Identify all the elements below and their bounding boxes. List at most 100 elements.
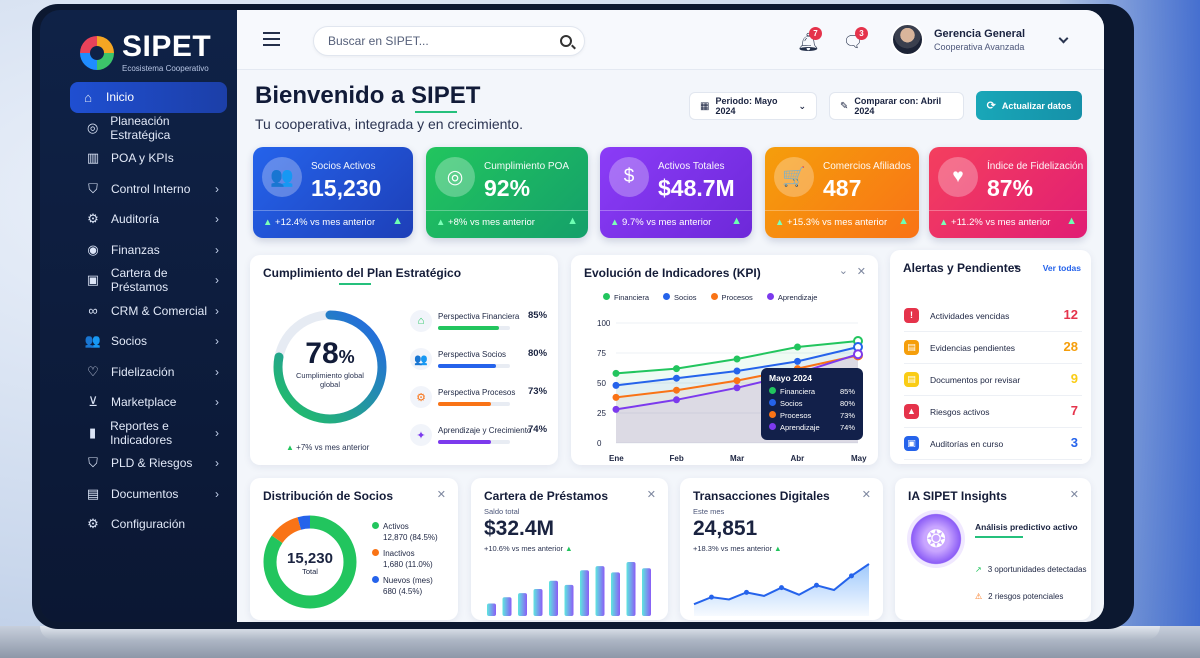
- close-icon[interactable]: ✕: [1069, 489, 1079, 501]
- cartera-bar[interactable]: [533, 589, 543, 616]
- data-point[interactable]: [733, 377, 741, 385]
- cartera-bar[interactable]: [564, 584, 574, 616]
- alert-row[interactable]: ▤ Documentos por revisar 9: [904, 366, 1082, 396]
- donut-segment-2[interactable]: [263, 515, 357, 609]
- sidebar-item-finanzas[interactable]: ◉ Finanzas ›: [75, 235, 227, 266]
- user-name[interactable]: Gerencia General: [934, 28, 1026, 40]
- kpi-card-1[interactable]: ◎ Cumplimiento POA 92% ▲ +8% vs mes anterio…: [426, 147, 588, 238]
- data-point[interactable]: [673, 374, 680, 382]
- cartera-bar[interactable]: [642, 568, 651, 616]
- close-icon[interactable]: ✕: [436, 489, 446, 501]
- search-input[interactable]: [328, 34, 548, 48]
- sidebar-item-marketplace[interactable]: ⊻ Marketplace ›: [75, 387, 227, 418]
- tooltip-value: 73%: [839, 411, 855, 420]
- compare-selector[interactable]: ✎ Comparar con: Abril 2024: [829, 92, 964, 120]
- user-role: Cooperativa Avanzada: [934, 42, 1025, 52]
- data-point[interactable]: [849, 573, 854, 579]
- menu-icon[interactable]: [263, 32, 280, 46]
- sidebar-item-auditor-a[interactable]: ⚙ Auditoría ›: [75, 204, 227, 235]
- see-all-link[interactable]: Ver todas: [1042, 263, 1081, 273]
- close-icon[interactable]: ✕: [646, 489, 656, 501]
- avatar[interactable]: [891, 23, 924, 56]
- gauge-center: 78% Cumplimiento global global: [268, 337, 392, 389]
- data-point[interactable]: [612, 405, 620, 413]
- sidebar-item-pld-riesgos[interactable]: ⛉ PLD & Riesgos ›: [75, 448, 227, 479]
- kpi-label: Activos Totales: [658, 161, 725, 172]
- dropdown-icon[interactable]: ▾: [1014, 262, 1019, 272]
- kpi-delta-text: +15.3% vs mes anterior: [787, 217, 888, 228]
- socios-legend-title: Inactivos: [372, 549, 438, 558]
- sidebar-item-cartera-de-pr-stamos[interactable]: ▣ Cartera de Préstamos ›: [75, 265, 227, 296]
- perspective-bar-fill: [438, 402, 491, 406]
- sidebar-item-socios[interactable]: 👥 Socios ›: [75, 326, 227, 357]
- sidebar-item-documentos[interactable]: ▤ Documentos ›: [75, 479, 227, 510]
- perspective-row[interactable]: ✦ Aprendizaje y Crecimiento 74%: [410, 424, 550, 450]
- chevron-down-icon[interactable]: [1058, 33, 1069, 44]
- data-point[interactable]: [612, 381, 620, 389]
- kpi-delta: ▲ +8% vs mes anterior: [436, 217, 535, 228]
- perspective-row[interactable]: 👥 Perspectiva Socios 80%: [410, 348, 550, 374]
- sidebar-item-configuraci-n[interactable]: ⚙ Configuración: [75, 509, 227, 540]
- kpi-card-4[interactable]: ♥ Índice de Fidelización 87% ▲ +11.2% vs me…: [929, 147, 1087, 238]
- legend-dot: [372, 576, 379, 583]
- gear-icon: ⚙: [87, 211, 99, 227]
- user-heart-icon: ♡: [87, 363, 99, 379]
- cartera-bar[interactable]: [502, 597, 512, 616]
- alert-label: Evidencias pendientes: [930, 343, 1016, 353]
- perspective-row[interactable]: ⚙ Perspectiva Procesos 73%: [410, 386, 550, 412]
- logo[interactable]: SIPET Ecosistema Cooperativo: [80, 32, 211, 73]
- data-point[interactable]: [794, 343, 801, 351]
- alert-row[interactable]: ▲ Riesgos activos 7: [904, 398, 1082, 428]
- refresh-button[interactable]: ⟳ Actualizar datos: [976, 91, 1082, 120]
- kpi-card-0[interactable]: 👥 Socios Activos 15,230 ▲ +12.4% vs mes ant…: [253, 147, 413, 238]
- sidebar-item-planeaci-n-estrat-gica[interactable]: ◎ Planeación Estratégica: [75, 113, 227, 144]
- cartera-bar[interactable]: [580, 570, 589, 616]
- search-icon[interactable]: [560, 35, 572, 47]
- edit-icon: ✎: [840, 100, 849, 112]
- chat-icon[interactable]: 🗨︎ 3: [843, 27, 868, 52]
- cartera-bar[interactable]: [626, 562, 636, 616]
- alert-row[interactable]: ! Actividades vencidas 12: [904, 302, 1082, 332]
- close-icon[interactable]: ✕: [856, 266, 866, 278]
- data-point[interactable]: [814, 582, 819, 588]
- data-point[interactable]: [673, 396, 680, 404]
- cartera-bar[interactable]: [518, 593, 527, 616]
- users-icon: 👥: [410, 348, 432, 370]
- shield-check-icon: ⛉: [88, 455, 98, 471]
- sidebar-item-reportes-e-indicadores[interactable]: ▮ Reportes e Indicadores ›: [75, 418, 227, 449]
- alert-row[interactable]: ▤ Evidencias pendientes 28: [904, 334, 1082, 364]
- sidebar-item-label: CRM & Comercial: [111, 303, 208, 318]
- sidebar-item-inicio[interactable]: ⌂ Inicio: [70, 82, 227, 113]
- data-point[interactable]: [733, 355, 741, 363]
- kpi-card-2[interactable]: $ Activos Totales $48.7M ▲ 9.7% vs mes ante…: [600, 147, 752, 238]
- sidebar-item-control-interno[interactable]: ⛉ Control Interno ›: [75, 174, 227, 205]
- trend-icon: ↗: [975, 565, 982, 574]
- close-icon[interactable]: ✕: [861, 489, 871, 501]
- perspective-row[interactable]: ⌂ Perspectiva Financiera 85%: [410, 310, 550, 336]
- cartera-bar[interactable]: [549, 580, 558, 616]
- cartera-bar[interactable]: [595, 566, 605, 616]
- cartera-bar[interactable]: [487, 603, 496, 616]
- data-point[interactable]: [794, 357, 801, 365]
- data-point[interactable]: [612, 393, 620, 401]
- data-point[interactable]: [733, 384, 741, 392]
- alert-row[interactable]: ▣ Auditorías en curso 3: [904, 430, 1082, 460]
- cartera-bar[interactable]: [611, 572, 620, 616]
- sidebar-item-poa-y-kpis[interactable]: ▥ POA y KPIs: [75, 143, 227, 174]
- data-point[interactable]: [779, 585, 784, 591]
- chevron-down-icon[interactable]: ⌄: [838, 265, 848, 277]
- data-point[interactable]: [612, 369, 620, 377]
- legend-label: Procesos: [721, 293, 753, 302]
- data-point[interactable]: [733, 367, 741, 375]
- bell-icon[interactable]: 🔔︎ 7: [797, 27, 822, 53]
- data-point[interactable]: [709, 594, 714, 600]
- sidebar-item-crm-comercial[interactable]: ∞ CRM & Comercial ›: [75, 296, 227, 327]
- data-point[interactable]: [673, 386, 680, 394]
- data-point[interactable]: [673, 365, 680, 373]
- data-point[interactable]: [744, 589, 749, 595]
- data-point[interactable]: [853, 349, 863, 360]
- kpi-card-3[interactable]: 🛒 Comercios Afiliados 487 ▲ +15.3% vs mes a…: [765, 147, 919, 238]
- alert-label: Riesgos activos: [930, 407, 990, 417]
- period-selector[interactable]: ▦ Periodo: Mayo 2024 ⌄: [689, 92, 817, 120]
- sidebar-item-fidelizaci-n[interactable]: ♡ Fidelización ›: [75, 357, 227, 388]
